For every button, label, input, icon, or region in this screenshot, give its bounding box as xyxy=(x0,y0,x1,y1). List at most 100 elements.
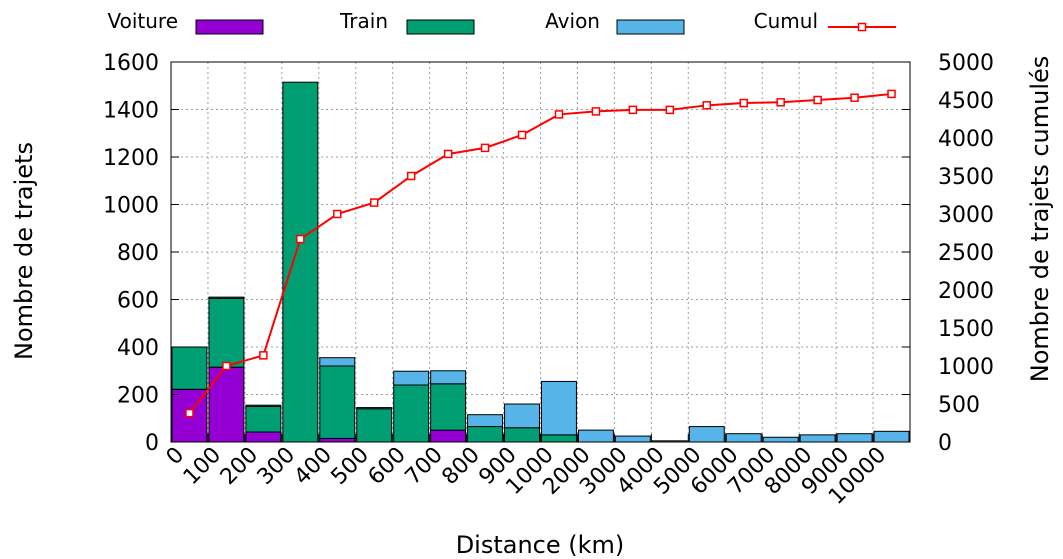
bar-avion-3000 xyxy=(614,435,651,443)
legend-swatch-train xyxy=(406,19,475,35)
y2-tick-label: 1000 xyxy=(938,355,994,380)
bar-train-100 xyxy=(208,297,245,368)
y2-axis-label: Nombre de trajets cumulés xyxy=(1026,56,1054,383)
x-axis-ticks: 0100200300400500600700800900100020003000… xyxy=(162,434,891,510)
cumul-point-700 xyxy=(443,149,453,159)
y-axis-ticks: 0 200 400 600 800 1000 1200 1400 1600 xyxy=(103,51,910,456)
bar-train-500 xyxy=(356,408,393,443)
bar-avion-10000 xyxy=(873,430,910,443)
y2-tick-label: 500 xyxy=(938,393,980,418)
y-tick-label: 400 xyxy=(117,336,159,361)
cumul-polyline xyxy=(188,92,892,414)
bar-train-300 xyxy=(282,81,319,443)
x-tick-label: 400 xyxy=(290,443,337,490)
y2-axis-ticks: 0 500 1000 1500 2000 2500 3000 3500 4000 4500 5000 xyxy=(938,51,994,456)
bar-avion-100 xyxy=(208,296,245,299)
legend-swatch-avion xyxy=(616,19,685,35)
cumul-point-2000 xyxy=(591,107,601,116)
legend: Voiture Train Avion Cumul xyxy=(107,9,896,35)
x-tick-label: 700 xyxy=(401,443,448,490)
bar-train-900 xyxy=(504,427,540,443)
bar-voiture-100 xyxy=(208,366,245,443)
y-tick-label: 0 xyxy=(145,431,159,456)
cumul-point-3000 xyxy=(628,105,638,115)
cumul-point-500 xyxy=(369,198,379,207)
bar-voiture-200 xyxy=(245,431,282,443)
legend-label-avion: Avion xyxy=(545,9,600,33)
bar-train-600 xyxy=(393,384,430,443)
x-tick-label: 600 xyxy=(364,443,411,490)
y2-tick-label: 2000 xyxy=(938,279,994,304)
bar-avion-600 xyxy=(393,370,430,386)
cumul-point-100 xyxy=(222,361,231,371)
x-tick-label: 800 xyxy=(437,443,484,490)
bar-avion-5000 xyxy=(688,426,725,443)
cumul-point-5000 xyxy=(702,101,712,110)
cumul-point-4000 xyxy=(665,105,675,115)
legend-swatch-cumul-marker xyxy=(857,22,867,32)
bar-train-200 xyxy=(245,405,282,433)
cumul-point-0 xyxy=(185,408,194,418)
legend-label-train: Train xyxy=(339,9,388,33)
cumul-point-1000 xyxy=(554,110,564,119)
cumul-point-300 xyxy=(296,234,305,244)
x-axis-label: Distance (km) xyxy=(456,531,625,559)
cumul-point-800 xyxy=(480,143,490,153)
bar-train-800 xyxy=(467,426,504,443)
x-tick-label: 100 xyxy=(179,443,226,490)
bar-avion-6000 xyxy=(725,433,762,443)
bar-voiture-700 xyxy=(430,429,467,443)
bar-train-400 xyxy=(319,365,356,439)
bar-avion-8000 xyxy=(799,434,836,443)
bars xyxy=(171,81,910,443)
bar-avion-1000 xyxy=(541,380,577,436)
y-axis-label: Nombre de trajets xyxy=(10,142,38,360)
cumul-point-7000 xyxy=(776,98,785,107)
x-tick-label: 500 xyxy=(327,443,374,490)
y2-tick-label: 4500 xyxy=(938,89,994,114)
cumul-point-900 xyxy=(517,130,527,140)
y-tick-label: 1200 xyxy=(103,146,159,171)
y-tick-label: 200 xyxy=(117,384,159,409)
bar-voiture-400 xyxy=(319,437,356,443)
bar-avion-400 xyxy=(319,357,356,367)
y-tick-label: 1400 xyxy=(103,99,159,124)
y-tick-label: 800 xyxy=(117,241,159,266)
cumul-point-9000 xyxy=(850,93,859,102)
legend-swatch-voiture xyxy=(195,19,264,35)
bar-train-700 xyxy=(430,383,467,431)
bar-avion-500 xyxy=(356,407,393,410)
y2-tick-label: 5000 xyxy=(938,51,994,76)
y2-tick-label: 2500 xyxy=(938,241,994,266)
bar-train-1000 xyxy=(541,434,577,443)
cumul-point-200 xyxy=(259,351,268,360)
cumul-point-400 xyxy=(333,209,342,219)
y-tick-label: 600 xyxy=(117,289,159,314)
bar-avion-900 xyxy=(504,403,540,429)
cumul-point-10000 xyxy=(887,89,896,99)
y2-tick-label: 4000 xyxy=(938,127,994,152)
grid-lines xyxy=(171,62,910,442)
bar-avion-9000 xyxy=(836,433,873,443)
cumul-point-6000 xyxy=(739,98,748,108)
legend-label-voiture: Voiture xyxy=(107,9,178,33)
y-tick-label: 1600 xyxy=(103,51,159,76)
y-tick-label: 1000 xyxy=(103,194,159,219)
y2-tick-label: 3500 xyxy=(938,165,994,190)
legend-label-cumul: Cumul xyxy=(754,9,818,33)
cumul-point-600 xyxy=(406,171,416,181)
bar-train-0 xyxy=(171,346,208,390)
x-tick-label: 200 xyxy=(216,443,263,490)
bar-avion-2000 xyxy=(577,429,614,443)
bar-avion-800 xyxy=(467,414,504,428)
y2-tick-label: 0 xyxy=(938,431,952,456)
x-tick-label: 300 xyxy=(253,443,300,490)
bar-avion-700 xyxy=(430,370,467,385)
bar-avion-7000 xyxy=(762,436,799,443)
bar-avion-200 xyxy=(245,404,282,407)
cumul-line xyxy=(185,89,896,418)
y2-tick-label: 3000 xyxy=(938,203,994,228)
y2-tick-label: 1500 xyxy=(938,317,994,342)
cumul-point-8000 xyxy=(813,95,822,105)
